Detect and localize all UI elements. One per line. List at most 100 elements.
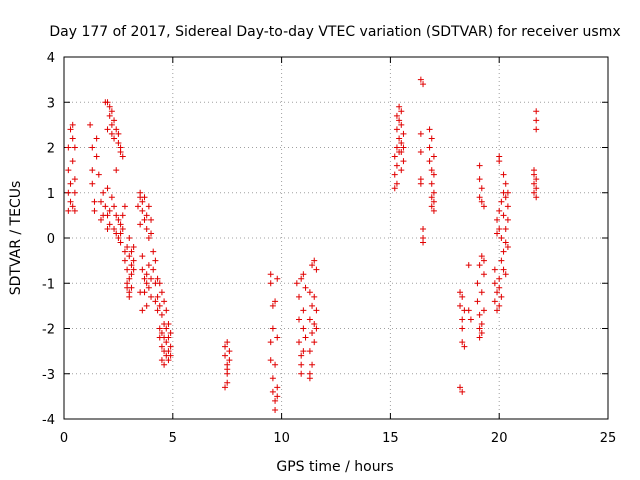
data-point [115,139,122,146]
data-point [126,293,133,300]
data-point [89,167,96,174]
data-point [150,248,157,255]
data-point [69,203,76,210]
data-point [102,203,109,210]
data-point [428,180,435,187]
data-point [71,207,78,214]
data-point [396,103,403,110]
data-point [124,244,131,251]
data-point [476,162,483,169]
data-point [156,325,163,332]
data-point [106,112,113,119]
data-point [108,194,115,201]
data-point [496,284,503,291]
data-point [93,153,100,160]
data-point [476,334,483,341]
y-axis-label: SDTVAR / TECUs [8,181,24,296]
data-point [65,189,72,196]
data-point [224,339,231,346]
data-point [496,153,503,160]
data-point [428,203,435,210]
data-point [71,189,78,196]
data-point [309,361,316,368]
data-point [393,162,400,169]
x-tick-label: 25 [600,431,617,446]
data-point [459,316,466,323]
data-point [311,339,318,346]
data-point [158,311,165,318]
data-point [313,266,320,273]
y-tick-label: 1 [47,187,55,202]
data-point [89,180,96,187]
data-point [391,185,398,192]
data-point [417,130,424,137]
data-point [500,248,507,255]
data-point [139,307,146,314]
data-point [104,126,111,133]
data-point [167,330,174,337]
data-point [139,266,146,273]
data-point [398,149,405,156]
data-point [148,230,155,237]
axis-ticks: 0 5 10 15 20 25 -4 -3 -2 -1 0 1 2 3 4 [42,51,616,446]
data-point [126,235,133,241]
data-point [430,171,437,178]
data-point [161,298,168,305]
data-point [309,302,316,309]
chart-title: Day 177 of 2017, Sidereal Day-to-day VTE… [49,24,620,40]
data-point [137,289,144,296]
data-point [121,257,128,264]
data-point [165,320,172,327]
data-point [69,121,76,128]
data-point [302,284,309,291]
data-point [293,280,300,287]
data-point [158,330,165,337]
data-point [478,198,485,205]
data-point [143,302,150,309]
data-point [267,280,274,287]
data-point [498,293,505,300]
x-axis-label: GPS time / hours [276,459,393,475]
x-tick-label: 20 [491,431,508,446]
data-point [480,203,487,210]
data-point [267,339,274,346]
data-point [311,293,318,300]
data-point [274,393,281,400]
data-point [306,348,313,355]
y-tick-label: -3 [42,368,55,383]
data-point [141,194,148,201]
data-point [502,180,509,187]
data-point [533,176,540,183]
data-point [67,198,74,205]
data-point [474,280,481,287]
data-point [121,248,128,255]
data-point [161,361,168,368]
data-point [150,266,157,273]
data-point [476,311,483,318]
data-point [459,325,466,332]
data-point [145,262,152,269]
data-point [156,302,163,309]
y-tick-label: 3 [47,96,55,111]
data-point [165,334,172,341]
data-point [476,176,483,183]
data-point [428,167,435,174]
data-point [148,293,155,300]
data-point [459,293,466,300]
data-point [67,180,74,187]
data-point [480,271,487,278]
data-point [398,139,405,146]
data-point [167,352,174,359]
data-point [396,135,403,142]
data-point [306,289,313,296]
data-point [106,103,113,110]
data-point [430,153,437,160]
data-point [457,384,464,391]
data-point [428,194,435,201]
data-point [502,271,509,278]
data-point [165,348,172,355]
data-point [298,370,305,377]
grid-lines [64,57,608,419]
data-point [152,298,159,305]
data-point [113,126,120,133]
